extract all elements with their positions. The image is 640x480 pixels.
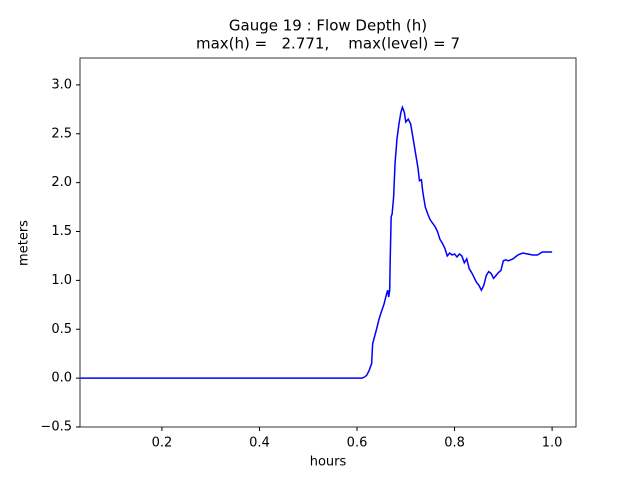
data-line	[80, 104, 553, 379]
chart-subtitle: max(h) = 2.771, max(level) = 7	[196, 35, 460, 53]
y-tick-label: 0.5	[51, 322, 72, 337]
plot-frame	[79, 57, 577, 428]
y-axis-label: meters	[17, 220, 32, 266]
x-axis-label: hours	[310, 455, 347, 470]
x-tick-label: 0.2	[152, 436, 173, 451]
y-tick-label: 1.5	[51, 224, 72, 239]
y-tick-label: 2.0	[51, 175, 72, 190]
chart-title: Gauge 19 : Flow Depth (h)	[229, 17, 427, 35]
y-tick-label: −0.5	[40, 420, 72, 435]
x-tick-label: 0.6	[347, 436, 368, 451]
x-tick-label: 0.8	[444, 436, 465, 451]
y-tick-label: 2.5	[51, 126, 72, 141]
y-tick-label: 1.0	[51, 273, 72, 288]
y-tick-label: 0.0	[51, 371, 72, 386]
x-tick-label: 1.0	[542, 436, 563, 451]
y-tick-label: 3.0	[51, 77, 72, 92]
x-tick-label: 0.4	[249, 436, 270, 451]
